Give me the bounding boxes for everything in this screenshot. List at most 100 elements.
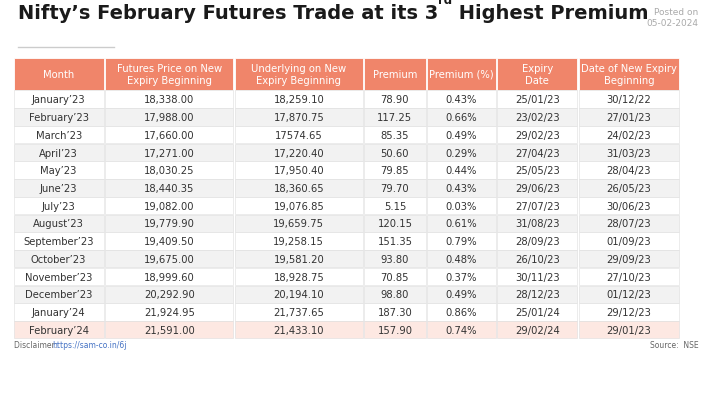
FancyBboxPatch shape	[427, 304, 496, 321]
FancyBboxPatch shape	[578, 250, 679, 268]
FancyBboxPatch shape	[497, 250, 577, 268]
Text: 151.35: 151.35	[378, 237, 413, 247]
Text: 98.80: 98.80	[381, 290, 409, 300]
FancyBboxPatch shape	[235, 144, 363, 162]
FancyBboxPatch shape	[578, 286, 679, 303]
FancyBboxPatch shape	[105, 233, 233, 250]
FancyBboxPatch shape	[105, 197, 233, 215]
Text: September’23: September’23	[24, 237, 94, 247]
FancyBboxPatch shape	[497, 109, 577, 126]
FancyBboxPatch shape	[364, 233, 426, 250]
Text: 27/07/23: 27/07/23	[515, 201, 560, 211]
Text: 18,259.10: 18,259.10	[273, 95, 324, 105]
Text: rd: rd	[438, 0, 452, 6]
Text: 50.60: 50.60	[381, 148, 409, 158]
Text: 17,988.00: 17,988.00	[144, 113, 194, 123]
FancyBboxPatch shape	[235, 215, 363, 233]
FancyBboxPatch shape	[105, 144, 233, 162]
Text: 0.48%: 0.48%	[446, 254, 477, 264]
FancyBboxPatch shape	[364, 268, 426, 286]
FancyBboxPatch shape	[427, 233, 496, 250]
Text: «SAMCO: «SAMCO	[622, 371, 694, 385]
FancyBboxPatch shape	[364, 144, 426, 162]
Text: 29/09/23: 29/09/23	[606, 254, 651, 264]
FancyBboxPatch shape	[578, 91, 679, 109]
Text: 26/10/23: 26/10/23	[515, 254, 560, 264]
FancyBboxPatch shape	[105, 59, 233, 91]
FancyBboxPatch shape	[105, 127, 233, 144]
FancyBboxPatch shape	[235, 91, 363, 109]
FancyBboxPatch shape	[497, 268, 577, 286]
Text: 17,220.40: 17,220.40	[273, 148, 324, 158]
Text: December’23: December’23	[25, 290, 92, 300]
FancyBboxPatch shape	[14, 304, 104, 321]
FancyBboxPatch shape	[427, 127, 496, 144]
FancyBboxPatch shape	[578, 268, 679, 286]
FancyBboxPatch shape	[427, 91, 496, 109]
FancyBboxPatch shape	[235, 233, 363, 250]
FancyBboxPatch shape	[235, 180, 363, 197]
Text: May’23: May’23	[41, 166, 77, 176]
Text: 19,258.15: 19,258.15	[273, 237, 324, 247]
Text: 23/02/23: 23/02/23	[515, 113, 560, 123]
Text: 28/09/23: 28/09/23	[515, 237, 560, 247]
Text: 19,659.75: 19,659.75	[273, 219, 324, 229]
FancyBboxPatch shape	[578, 59, 679, 91]
FancyBboxPatch shape	[364, 127, 426, 144]
FancyBboxPatch shape	[578, 197, 679, 215]
FancyBboxPatch shape	[497, 215, 577, 233]
FancyBboxPatch shape	[14, 250, 104, 268]
FancyBboxPatch shape	[427, 180, 496, 197]
Text: 18,360.65: 18,360.65	[273, 184, 324, 194]
Text: Posted on
05-02-2024: Posted on 05-02-2024	[646, 8, 698, 28]
Text: 01/09/23: 01/09/23	[606, 237, 651, 247]
FancyBboxPatch shape	[14, 180, 104, 197]
Text: 0.37%: 0.37%	[446, 272, 477, 282]
Text: April’23: April’23	[39, 148, 78, 158]
Text: January’24: January’24	[32, 307, 86, 317]
FancyBboxPatch shape	[14, 127, 104, 144]
FancyBboxPatch shape	[497, 233, 577, 250]
Text: 0.43%: 0.43%	[446, 95, 477, 105]
FancyBboxPatch shape	[497, 127, 577, 144]
FancyBboxPatch shape	[497, 304, 577, 321]
Text: 19,779.90: 19,779.90	[144, 219, 195, 229]
FancyBboxPatch shape	[235, 250, 363, 268]
Text: 30/12/22: 30/12/22	[606, 95, 651, 105]
Text: 27/01/23: 27/01/23	[606, 113, 651, 123]
Text: 17574.65: 17574.65	[275, 130, 323, 140]
Text: 78.90: 78.90	[381, 95, 409, 105]
Text: 0.43%: 0.43%	[446, 184, 477, 194]
FancyBboxPatch shape	[235, 109, 363, 126]
Text: 0.49%: 0.49%	[446, 130, 477, 140]
Text: 18,999.60: 18,999.60	[144, 272, 195, 282]
Text: 19,581.20: 19,581.20	[273, 254, 324, 264]
Text: 28/07/23: 28/07/23	[606, 219, 651, 229]
Text: 28/04/23: 28/04/23	[607, 166, 651, 176]
Text: July’23: July’23	[42, 201, 76, 211]
Text: 19,409.50: 19,409.50	[144, 237, 195, 247]
FancyBboxPatch shape	[105, 215, 233, 233]
FancyBboxPatch shape	[14, 162, 104, 179]
Text: March’23: March’23	[36, 130, 82, 140]
Text: 120.15: 120.15	[378, 219, 413, 229]
Text: 21,433.10: 21,433.10	[273, 325, 324, 335]
Text: Premium: Premium	[373, 70, 417, 80]
FancyBboxPatch shape	[497, 91, 577, 109]
Text: October’23: October’23	[31, 254, 86, 264]
FancyBboxPatch shape	[497, 321, 577, 338]
FancyBboxPatch shape	[497, 286, 577, 303]
Text: 24/02/23: 24/02/23	[606, 130, 651, 140]
FancyBboxPatch shape	[14, 215, 104, 233]
Text: 21,591.00: 21,591.00	[144, 325, 195, 335]
Text: 0.86%: 0.86%	[446, 307, 477, 317]
Text: August’23: August’23	[34, 219, 84, 229]
Text: 29/01/23: 29/01/23	[606, 325, 651, 335]
Text: 0.03%: 0.03%	[446, 201, 477, 211]
Text: 19,076.85: 19,076.85	[273, 201, 324, 211]
Text: 21,737.65: 21,737.65	[273, 307, 324, 317]
Text: 0.61%: 0.61%	[446, 219, 477, 229]
FancyBboxPatch shape	[105, 91, 233, 109]
Text: 30/06/23: 30/06/23	[607, 201, 651, 211]
Text: 5.15: 5.15	[383, 201, 406, 211]
